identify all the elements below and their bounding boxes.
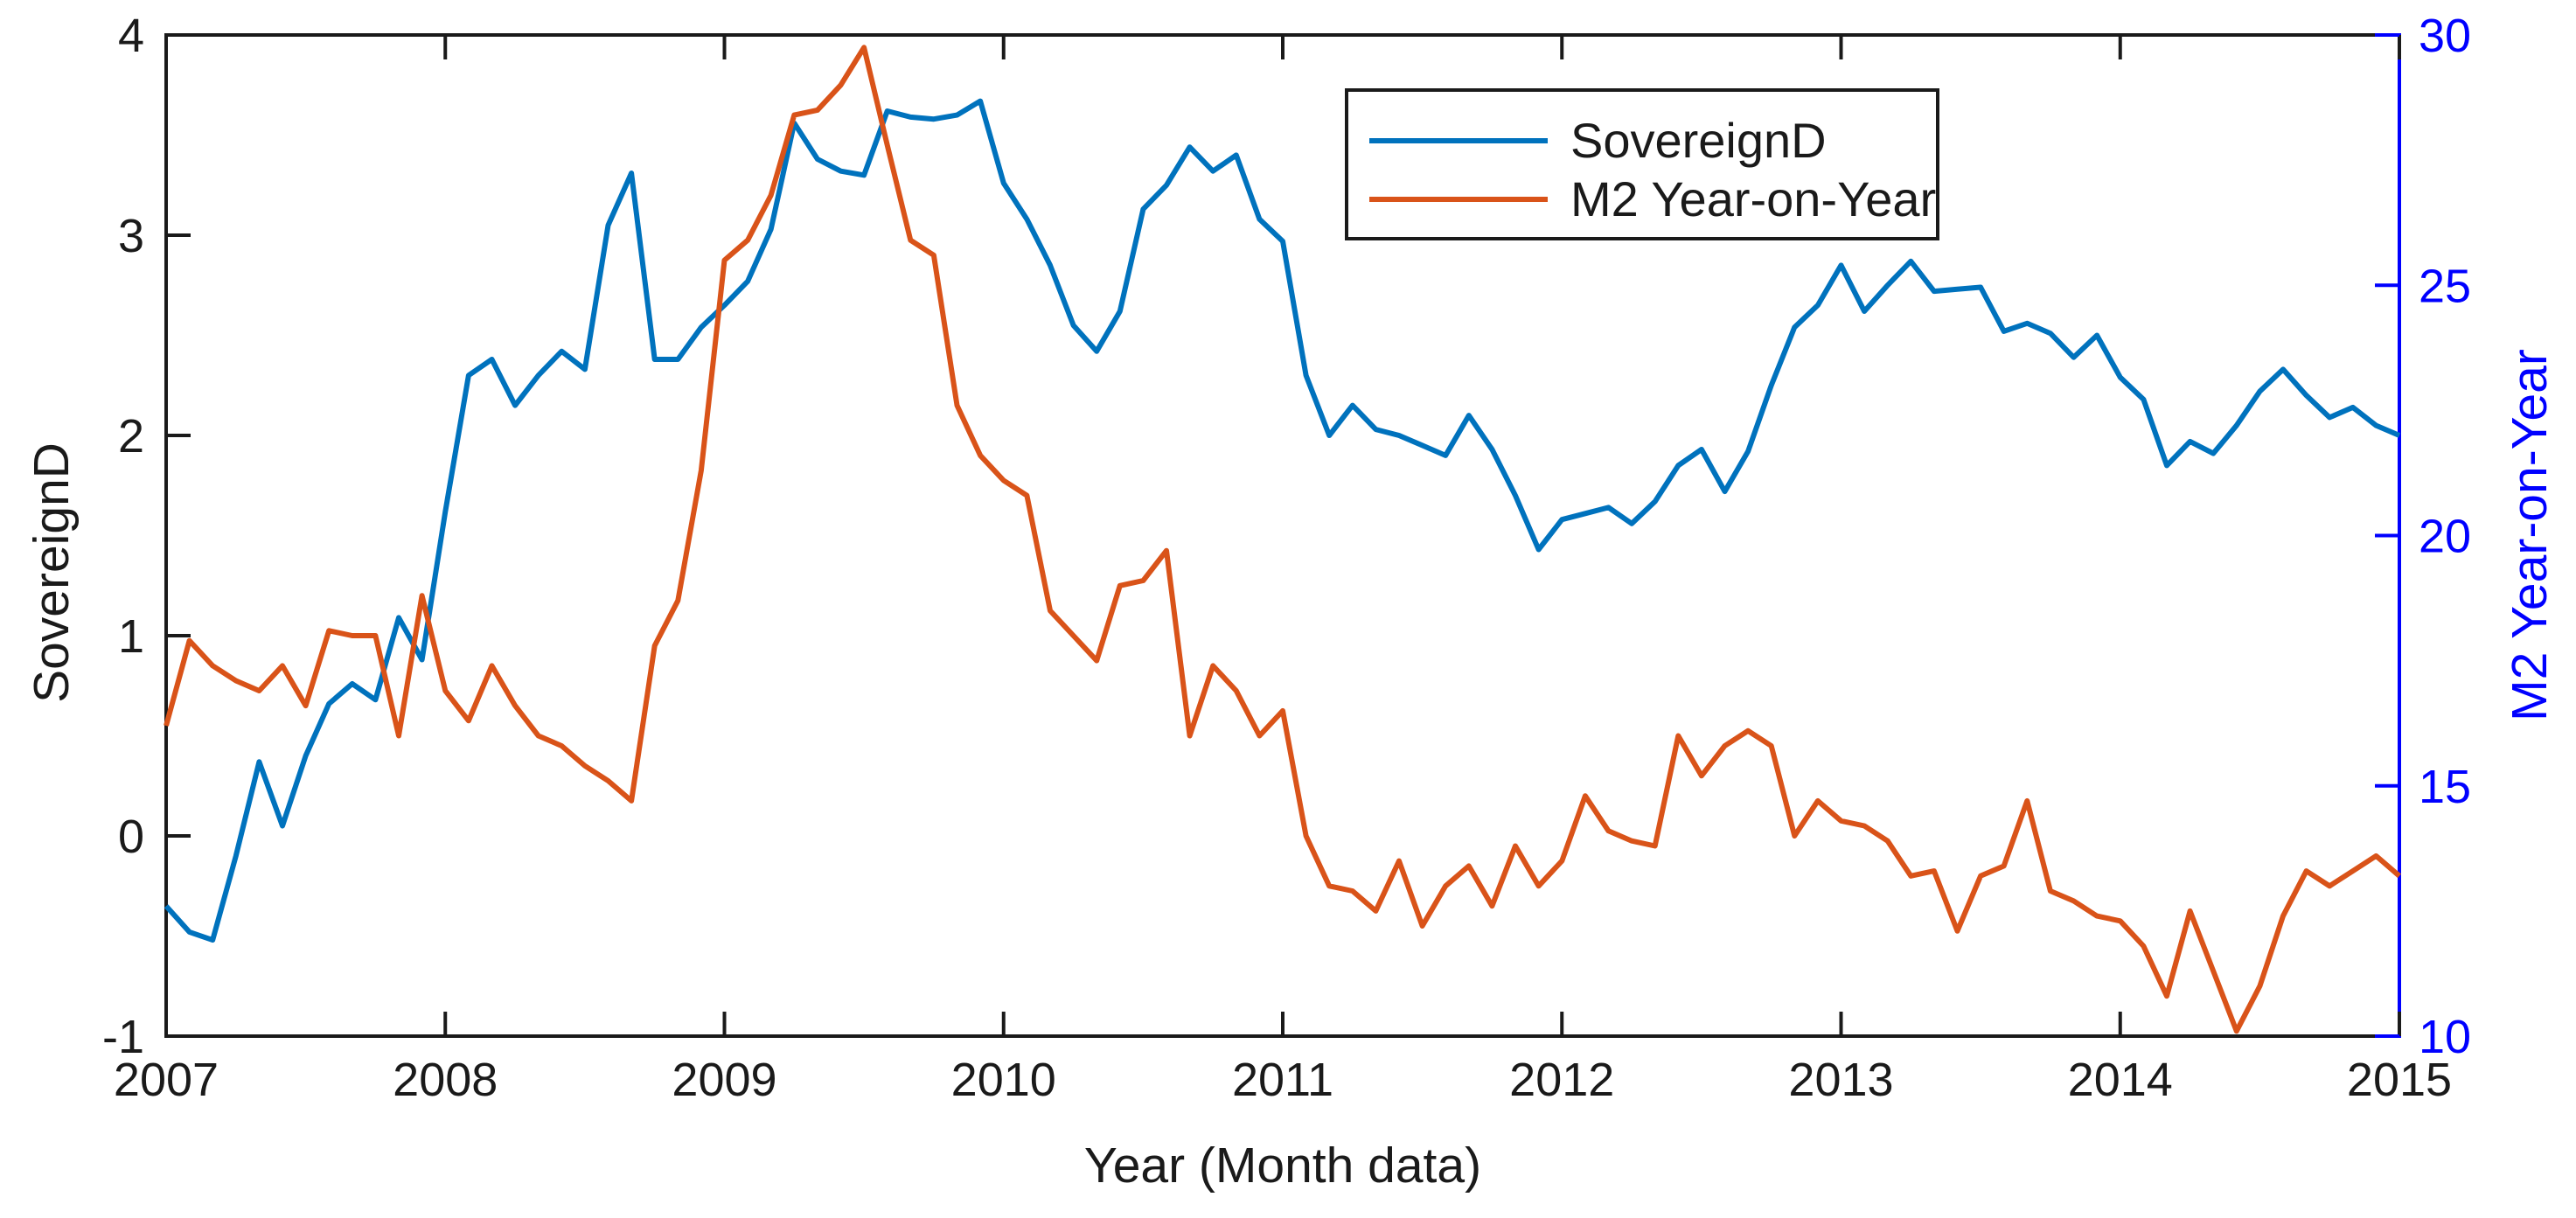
left-y-tick-label: 2 <box>118 410 144 463</box>
left-y-tick-label: -1 <box>102 1011 144 1063</box>
x-tick-label: 2013 <box>1788 1054 1893 1106</box>
x-tick-label: 2011 <box>1232 1054 1333 1106</box>
right-axis-title: M2 Year-on-Year <box>2502 349 2558 721</box>
left-y-ticks: -1 0 1 2 3 4 <box>102 10 191 1063</box>
left-y-tick-label: 3 <box>118 210 144 262</box>
right-y-tick-label: 30 <box>2419 10 2471 62</box>
legend-box <box>1345 88 1939 240</box>
right-y-tick-label: 20 <box>2419 511 2471 563</box>
legend-label-m2: M2 Year-on-Year <box>1570 171 1936 226</box>
x-tick-label: 2008 <box>393 1054 498 1106</box>
legend-label-sovereignd: SovereignD <box>1570 113 1827 168</box>
left-axis-title: SovereignD <box>24 442 80 703</box>
series-line-m2-year-on-year <box>164 45 2401 1034</box>
x-tick-label: 2012 <box>1509 1054 1614 1106</box>
right-y-tick-label: 15 <box>2419 761 2471 813</box>
x-tick-label: 2007 <box>114 1054 219 1106</box>
x-tick-label: 2010 <box>951 1054 1056 1106</box>
series-lines <box>164 45 2401 1034</box>
left-y-tick-label: 0 <box>118 811 144 863</box>
x-tick-label: 2014 <box>2068 1054 2173 1106</box>
left-y-tick-label: 1 <box>118 610 144 663</box>
x-ticks: 2007 2008 2009 2010 2011 2012 2013 2014 2015 <box>114 35 2452 1106</box>
series-line-sovereignd <box>164 98 2401 943</box>
right-y-tick-label: 10 <box>2419 1011 2471 1063</box>
x-tick-label: 2009 <box>672 1054 776 1106</box>
x-tick-label: 2015 <box>2347 1054 2452 1106</box>
x-axis-title: Year (Month data) <box>1084 1138 1481 1194</box>
left-y-tick-label: 4 <box>118 10 144 62</box>
plot-box <box>164 33 2401 1038</box>
right-y-tick-label: 25 <box>2419 260 2471 312</box>
right-y-ticks: 10 15 20 25 30 <box>2375 10 2471 1063</box>
legend: SovereignD M2 Year-on-Year <box>1345 88 1939 240</box>
